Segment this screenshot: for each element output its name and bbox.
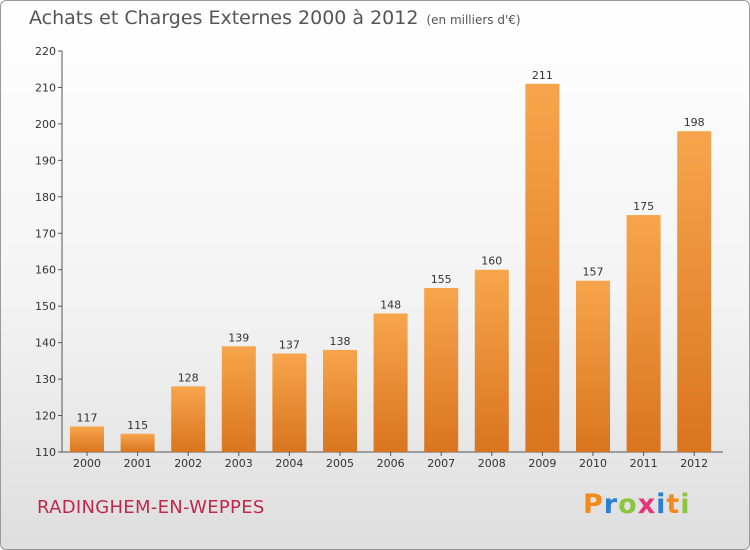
logo-letter: i bbox=[680, 489, 691, 520]
value-label: 160 bbox=[481, 255, 502, 268]
proxiti-logo[interactable]: Proxiti bbox=[583, 489, 691, 520]
y-tick-label: 130 bbox=[35, 373, 56, 386]
value-label: 115 bbox=[127, 419, 148, 432]
logo-letter: i bbox=[656, 489, 667, 520]
y-tick-label: 190 bbox=[35, 154, 56, 167]
x-tick-label: 2008 bbox=[478, 457, 506, 470]
y-tick-label: 110 bbox=[35, 446, 56, 459]
bar bbox=[474, 269, 509, 452]
logo-letter: x bbox=[637, 489, 657, 520]
x-tick-label: 2009 bbox=[528, 457, 556, 470]
value-label: 198 bbox=[684, 116, 705, 129]
x-tick-label: 2000 bbox=[73, 457, 101, 470]
y-tick-label: 200 bbox=[35, 118, 56, 131]
bar bbox=[373, 313, 408, 452]
y-tick-label: 160 bbox=[35, 264, 56, 277]
x-tick-label: 2005 bbox=[326, 457, 354, 470]
value-label: 157 bbox=[583, 266, 604, 279]
commune-name: RADINGHEM-EN-WEPPES bbox=[37, 497, 265, 518]
x-tick-label: 2012 bbox=[680, 457, 708, 470]
value-label: 211 bbox=[532, 69, 553, 82]
bar bbox=[626, 215, 661, 452]
logo-letter: t bbox=[666, 489, 681, 520]
value-label: 139 bbox=[228, 331, 249, 344]
x-tick-label: 2003 bbox=[225, 457, 253, 470]
chart-title: Achats et Charges Externes 2000 à 2012 (e… bbox=[29, 7, 521, 29]
logo-letter: o bbox=[618, 489, 638, 520]
y-tick-label: 140 bbox=[35, 337, 56, 350]
x-tick-label: 2004 bbox=[275, 457, 303, 470]
bar bbox=[525, 83, 560, 453]
logo-letter: r bbox=[603, 489, 619, 520]
y-tick-label: 170 bbox=[35, 227, 56, 240]
bar bbox=[171, 386, 206, 452]
logo-letter: P bbox=[583, 489, 604, 520]
value-label: 155 bbox=[431, 273, 452, 286]
bar bbox=[677, 131, 712, 452]
x-tick-label: 2011 bbox=[630, 457, 658, 470]
y-tick-label: 180 bbox=[35, 191, 56, 204]
y-tick-label: 210 bbox=[35, 81, 56, 94]
bar bbox=[120, 433, 155, 452]
bar bbox=[272, 353, 307, 452]
x-tick-label: 2006 bbox=[377, 457, 405, 470]
chart-bars bbox=[70, 83, 712, 453]
x-tick-label: 2001 bbox=[124, 457, 152, 470]
bar bbox=[576, 280, 610, 452]
y-tick-label: 150 bbox=[35, 300, 56, 313]
chart-title-text: Achats et Charges Externes 2000 à 2012 bbox=[29, 7, 419, 29]
y-tick-label: 120 bbox=[35, 410, 56, 423]
x-tick-label: 2010 bbox=[579, 457, 607, 470]
value-label: 128 bbox=[178, 371, 199, 384]
bar bbox=[323, 349, 357, 452]
value-label: 148 bbox=[380, 298, 401, 311]
chart-unit: (en milliers d'€) bbox=[426, 13, 521, 27]
value-label: 138 bbox=[330, 335, 351, 348]
value-label: 137 bbox=[279, 339, 300, 352]
bar bbox=[424, 287, 459, 452]
value-label: 117 bbox=[77, 411, 98, 424]
chart-labels: 2000 117 2001 115 2002 128 2003 139 2004 137 2005 1… bbox=[73, 69, 708, 470]
bar bbox=[70, 426, 104, 452]
x-tick-label: 2007 bbox=[427, 457, 455, 470]
x-tick-label: 2002 bbox=[174, 457, 202, 470]
value-label: 175 bbox=[633, 200, 654, 213]
bar bbox=[221, 346, 256, 452]
y-tick-label: 220 bbox=[35, 45, 56, 58]
